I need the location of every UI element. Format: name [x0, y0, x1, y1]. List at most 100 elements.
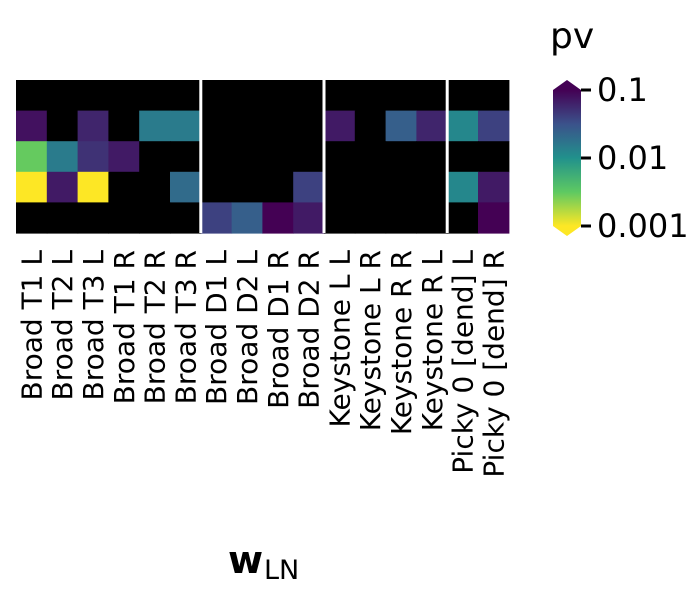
x-tick-label: Keystone L R	[354, 250, 387, 431]
x-tick-label: Broad D1 R	[262, 250, 295, 409]
heatmap-cell	[77, 80, 109, 112]
x-tick-label: Picky 0 [dend] R	[477, 250, 510, 478]
heatmap-cell	[385, 80, 417, 112]
x-tick-label: Broad T1 R	[108, 250, 141, 404]
heatmap-cell	[200, 171, 233, 203]
colorbar-tick-label: 0.1	[597, 71, 648, 109]
heatmap-cell	[170, 110, 202, 142]
heatmap-cell	[354, 141, 387, 173]
heatmap-cell	[447, 141, 479, 173]
heatmap-cell	[170, 171, 202, 203]
heatmap-cell	[293, 110, 325, 142]
heatmap-cell	[262, 80, 294, 112]
heatmap-cell	[354, 80, 387, 112]
heatmap-cell	[16, 202, 48, 234]
heatmap-cell	[231, 202, 263, 234]
heatmap-cell	[416, 141, 448, 173]
heatmap-cell	[324, 110, 356, 142]
heatmap-cell	[324, 141, 356, 173]
heatmap-cell	[139, 141, 171, 173]
heatmap-cell	[354, 202, 387, 234]
heatmap-cell	[200, 80, 233, 112]
heatmap-cell	[108, 80, 140, 112]
x-tick-label: Broad T3 L	[77, 250, 110, 401]
heatmap-cell	[231, 80, 263, 112]
heatmap-cell	[139, 110, 171, 142]
colorbar-tick-label: 0.001	[597, 207, 689, 245]
heatmap-cells	[16, 80, 510, 234]
heatmap-cell	[385, 141, 417, 173]
heatmap-cell	[200, 202, 233, 234]
heatmap-cell	[16, 110, 48, 142]
heatmap-cell	[447, 171, 479, 203]
heatmap-cell	[262, 110, 294, 142]
heatmap-cell	[200, 110, 233, 142]
heatmap-cell	[108, 171, 140, 203]
x-tick-label: Keystone R R	[385, 250, 418, 435]
heatmap-cell	[354, 110, 387, 142]
heatmap-cell	[293, 202, 325, 234]
heatmap-cell	[231, 171, 263, 203]
heatmap-cell	[262, 171, 294, 203]
heatmap-cell	[139, 202, 171, 234]
x-tick-label: Picky 0 [dend] L	[447, 250, 480, 474]
colorbar-body	[553, 80, 581, 236]
x-tick-label: Broad T2 R	[139, 250, 172, 404]
heatmap-cell	[416, 171, 448, 203]
heatmap-cell	[108, 202, 140, 234]
heatmap-cell	[170, 141, 202, 173]
colorbar-extend-min	[553, 226, 581, 236]
heatmap-cell	[385, 110, 417, 142]
colorbar-ticks: 0.1 0.01 0.001	[581, 71, 689, 245]
heatmap-cell	[139, 80, 171, 112]
heatmap-cell	[385, 171, 417, 203]
heatmap-cell	[478, 171, 510, 203]
heatmap-cell	[262, 202, 294, 234]
heatmap-cell	[108, 110, 140, 142]
x-tick-label: Broad T1 L	[15, 250, 48, 401]
group-separators	[199, 80, 449, 233]
heatmap-cell	[46, 80, 79, 112]
x-axis-title-main: w	[228, 538, 263, 582]
heatmap-cell	[416, 80, 448, 112]
colorbar-title: pv	[550, 16, 594, 57]
heatmap-cell	[16, 171, 48, 203]
x-tick-label: Broad D1 L	[200, 250, 233, 405]
heatmap-cell	[46, 110, 79, 142]
heatmap-cell	[139, 171, 171, 203]
heatmap-cell	[293, 171, 325, 203]
heatmap-cell	[447, 110, 479, 142]
heatmap-cell	[385, 202, 417, 234]
heatmap-cell	[324, 171, 356, 203]
colorbar: pv 0.1 0.01 0.001	[550, 16, 689, 245]
heatmap-cell	[324, 80, 356, 112]
colorbar-extend-max	[553, 80, 581, 90]
x-tick-label: Broad D2 R	[293, 250, 326, 409]
heatmap-cell	[324, 202, 356, 234]
heatmap-cell	[293, 141, 325, 173]
heatmap-cell	[46, 202, 79, 234]
heatmap-cell	[231, 110, 263, 142]
heatmap-cell	[46, 141, 79, 173]
heatmap-cell	[447, 202, 479, 234]
x-tick-label: Broad D2 L	[231, 250, 264, 405]
heatmap-cell	[478, 80, 510, 112]
heatmap-cell	[200, 141, 233, 173]
x-tick-label: Keystone R L	[416, 250, 449, 432]
heatmap-cell	[231, 141, 263, 173]
heatmap-cell	[170, 80, 202, 112]
heatmap-cell	[108, 141, 140, 173]
heatmap-cell	[293, 80, 325, 112]
x-tick-label: Broad T2 L	[46, 250, 79, 401]
heatmap-cell	[77, 202, 109, 234]
heatmap-cell	[77, 171, 109, 203]
heatmap-cell	[416, 202, 448, 234]
heatmap-cell	[478, 141, 510, 173]
x-axis-title-subscript: LN	[264, 555, 299, 586]
heatmap-cell	[16, 80, 48, 112]
heatmap-cell	[46, 171, 79, 203]
colorbar-tick-label: 0.01	[597, 139, 668, 177]
x-tick-label: Broad T3 R	[169, 250, 202, 404]
